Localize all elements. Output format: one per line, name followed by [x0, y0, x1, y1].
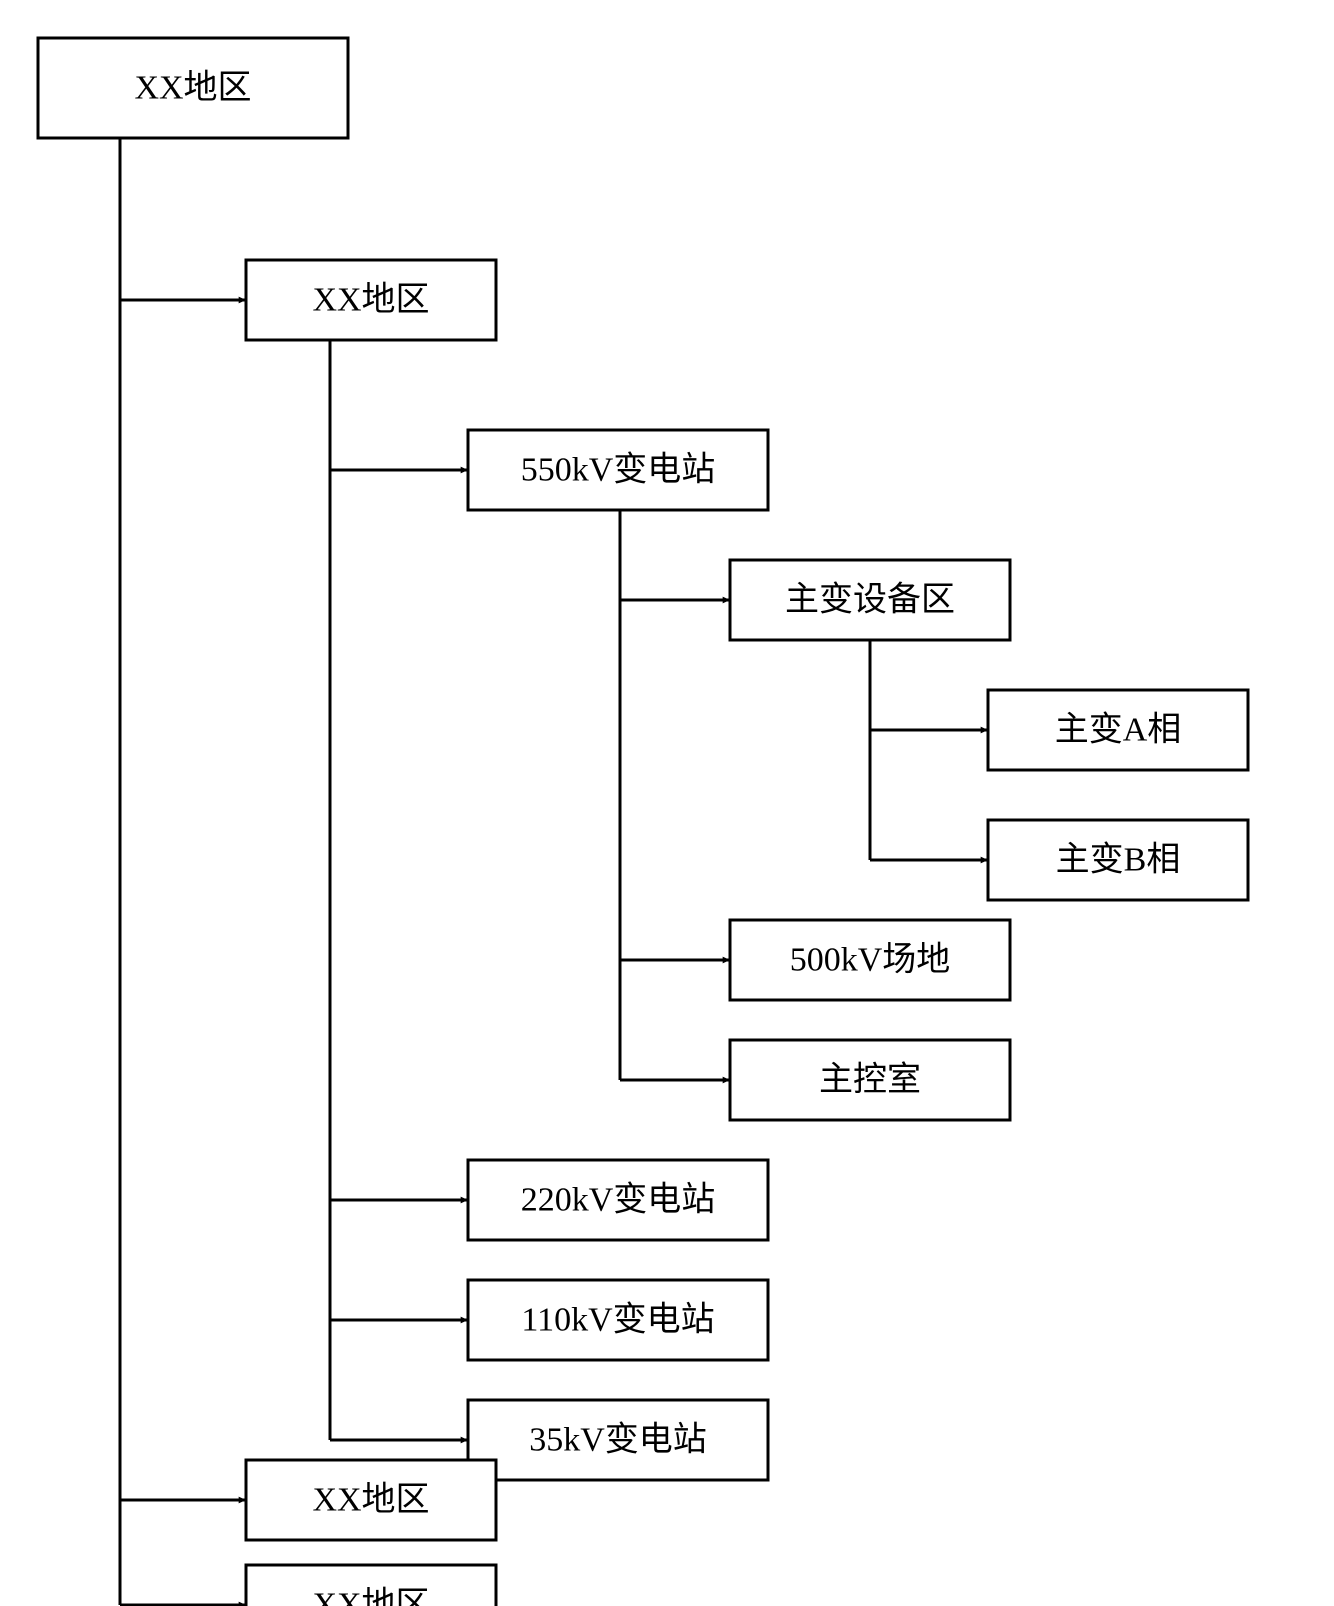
- node-phb: 主变B相: [988, 820, 1248, 900]
- node-label: XX地区: [312, 1481, 429, 1519]
- node-s35: 35kV变电站: [468, 1400, 768, 1480]
- node-label: XX地区: [312, 1586, 429, 1606]
- hierarchy-diagram: XX地区 XX地区 550kV变电站主变设备区主变A相主变B相 500kV场地主控室 2…: [0, 0, 1334, 1606]
- node-reg1: XX地区: [246, 260, 496, 340]
- node-reg2: XX地区: [246, 1460, 496, 1540]
- node-label: 主控室: [819, 1061, 921, 1099]
- node-label: XX地区: [312, 281, 429, 319]
- node-reg3: XX地区: [246, 1565, 496, 1606]
- node-label: 35kV变电站: [529, 1421, 707, 1459]
- node-pha: 主变A相: [988, 690, 1248, 770]
- node-label: 主变B相: [1056, 841, 1181, 879]
- node-s110: 110kV变电站: [468, 1280, 768, 1360]
- node-label: XX地区: [134, 69, 251, 107]
- node-label: 主变A相: [1055, 711, 1182, 749]
- node-label: 500kV场地: [790, 941, 951, 979]
- node-label: 220kV变电站: [521, 1181, 716, 1219]
- node-s220: 220kV变电站: [468, 1160, 768, 1240]
- node-yard: 500kV场地: [730, 920, 1010, 1000]
- node-label: 110kV变电站: [521, 1301, 714, 1339]
- node-label: 550kV变电站: [521, 451, 716, 489]
- node-zone: 主变设备区: [730, 560, 1010, 640]
- node-s550: 550kV变电站: [468, 430, 768, 510]
- nodes: XX地区 XX地区 550kV变电站主变设备区主变A相主变B相 500kV场地主控室 2…: [38, 38, 1248, 1606]
- edges: [120, 138, 988, 1605]
- node-root: XX地区: [38, 38, 348, 138]
- node-label: 主变设备区: [785, 581, 955, 619]
- node-ctrl: 主控室: [730, 1040, 1010, 1120]
